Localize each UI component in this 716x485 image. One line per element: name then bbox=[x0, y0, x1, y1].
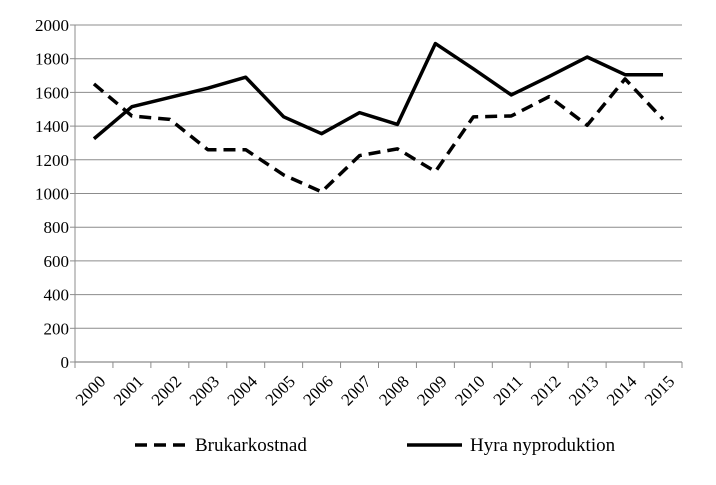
legend: Brukarkostnad Hyra nyproduktion bbox=[135, 435, 616, 456]
y-tick-label: 800 bbox=[44, 218, 70, 237]
x-tick-label: 2011 bbox=[490, 372, 527, 409]
x-tick-label: 2014 bbox=[603, 372, 641, 410]
series-line-0 bbox=[92, 77, 665, 194]
legend-label: Brukarkostnad bbox=[195, 435, 307, 456]
y-tick-label: 2000 bbox=[35, 16, 69, 35]
y-tick-label: 600 bbox=[44, 252, 70, 271]
x-tick-label: 2015 bbox=[641, 372, 678, 409]
y-tick-label: 400 bbox=[44, 286, 70, 305]
x-tick-label: 2002 bbox=[148, 372, 185, 409]
axes bbox=[70, 24, 683, 368]
x-tick-label: 2006 bbox=[299, 372, 336, 409]
x-tick-label: 2010 bbox=[451, 372, 488, 409]
y-tick-label: 1000 bbox=[35, 185, 69, 204]
legend-item: Brukarkostnad bbox=[135, 435, 307, 456]
x-tick-label: 2012 bbox=[527, 372, 564, 409]
series-lines bbox=[92, 41, 665, 194]
x-tick-label: 2005 bbox=[261, 372, 298, 409]
x-tick-label: 2000 bbox=[72, 372, 109, 409]
x-tick-label: 2009 bbox=[413, 372, 450, 409]
x-tick-labels: 2000 2001 2002 2003 2004 2005 2006 2007 2008 2009… bbox=[72, 372, 679, 410]
gridlines bbox=[75, 24, 682, 329]
y-tick-label: 1800 bbox=[35, 50, 69, 69]
y-tick-label: 1200 bbox=[35, 151, 69, 170]
series-line-1 bbox=[92, 41, 664, 141]
x-tick-label: 2007 bbox=[337, 372, 375, 410]
y-tick-labels: 0 200 400 600 800 1000 1200 1400 1600 1800 2000 bbox=[35, 16, 69, 372]
y-tick-label: 200 bbox=[44, 319, 70, 338]
x-tick-label: 2001 bbox=[110, 372, 147, 409]
y-tick-label: 1400 bbox=[35, 117, 69, 136]
y-tick-label: 0 bbox=[61, 353, 70, 372]
y-tick-label: 1600 bbox=[35, 83, 69, 102]
legend-label: Hyra nyproduktion bbox=[470, 435, 616, 456]
x-tick-label: 2003 bbox=[186, 372, 223, 409]
legend-item: Hyra nyproduktion bbox=[407, 435, 616, 456]
x-tick-label: 2004 bbox=[224, 372, 262, 410]
x-tick-label: 2013 bbox=[565, 372, 602, 409]
x-tick-label: 2008 bbox=[375, 372, 412, 409]
